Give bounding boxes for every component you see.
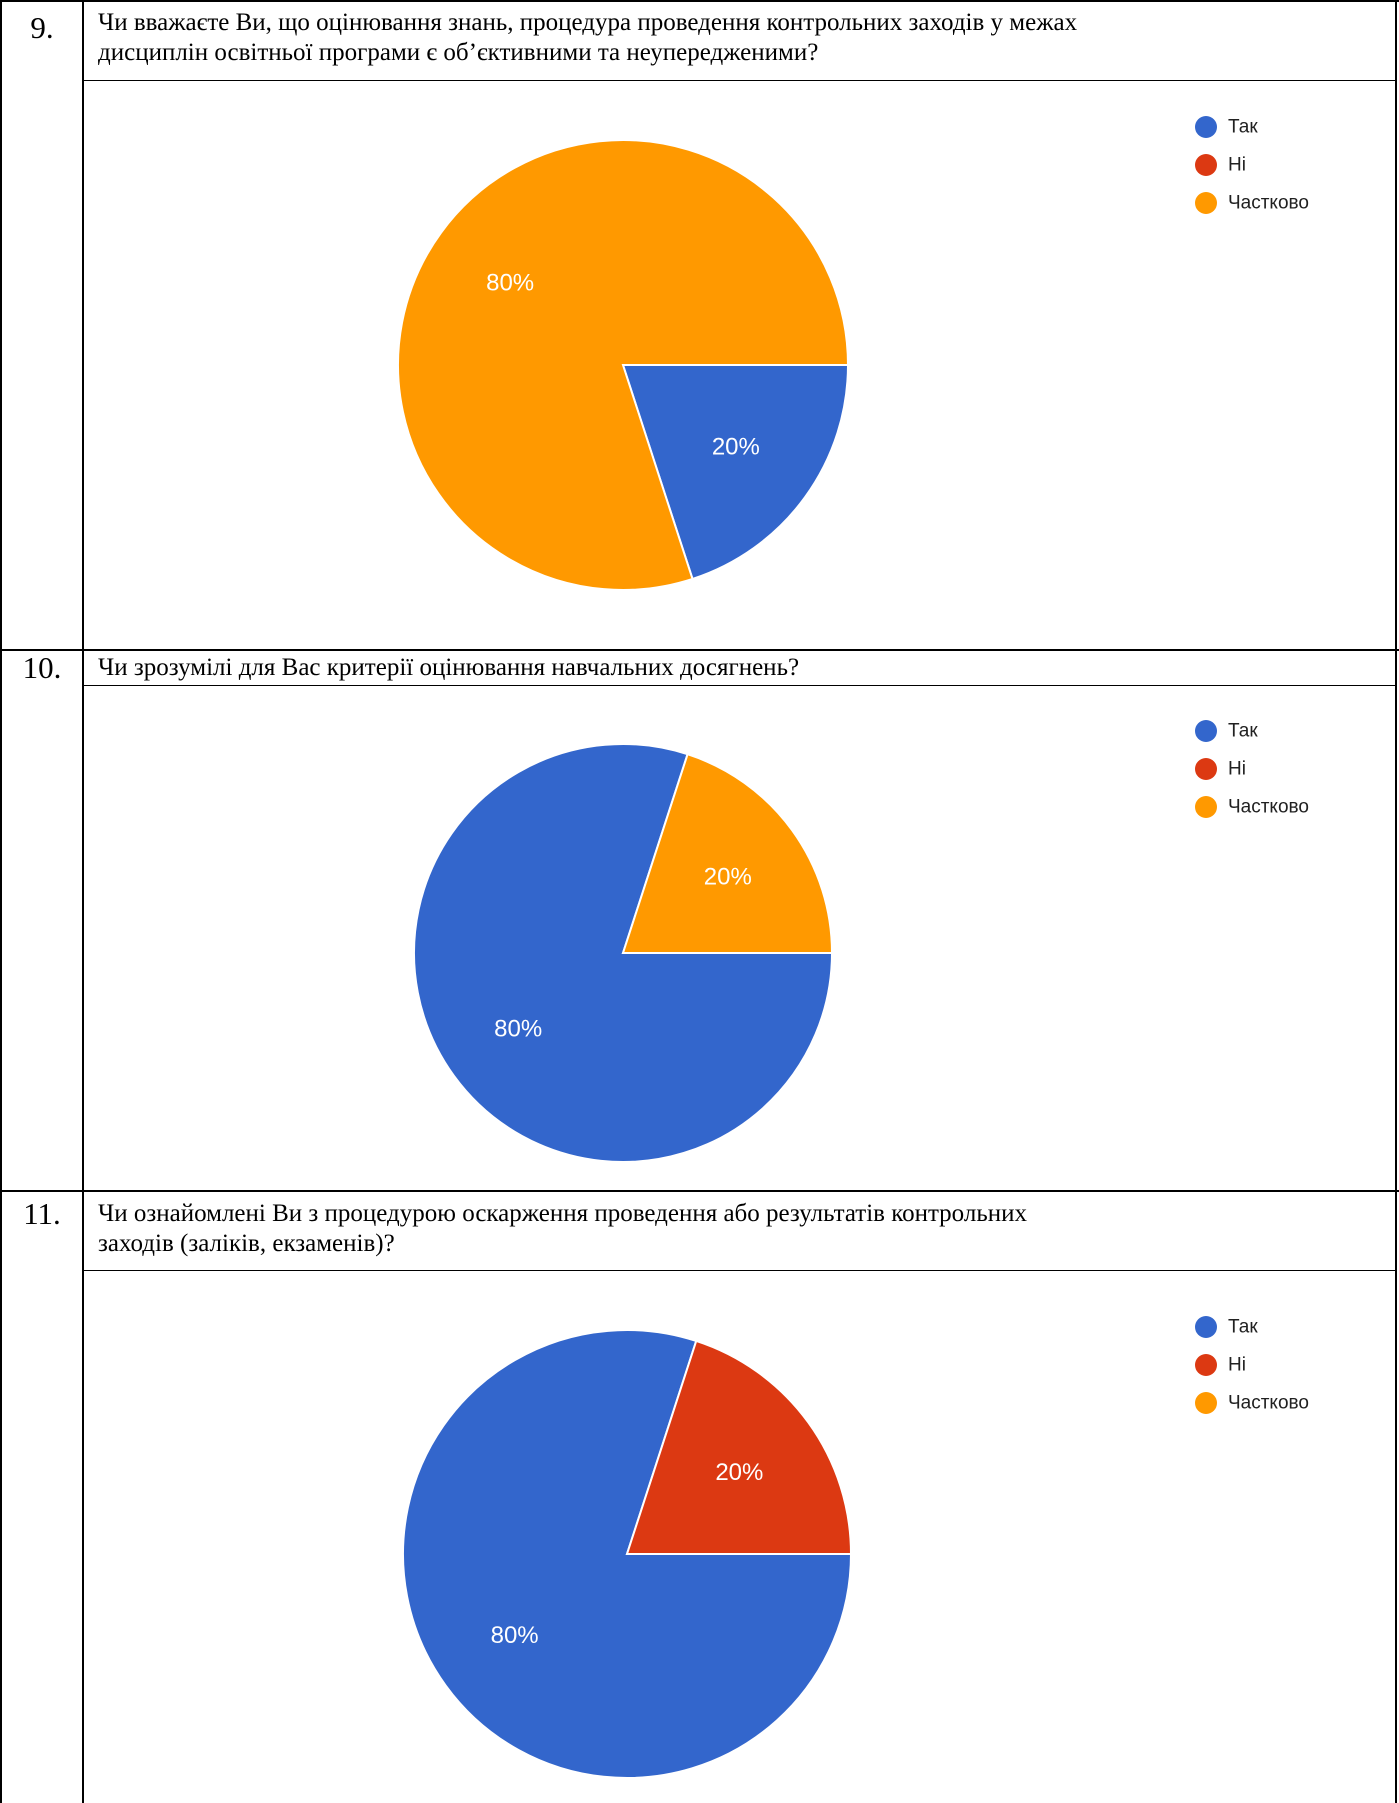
question-text-line: заходів (заліків, екзаменів)?	[98, 1230, 395, 1257]
table-divider-row-11	[0, 1190, 1399, 1192]
table-divider-row-10	[0, 649, 1399, 651]
legend-marker	[1195, 796, 1217, 818]
slice-percent-label: 20%	[704, 863, 752, 890]
question-text: Чи зрозумілі для Вас критерії оцінювання…	[98, 653, 1388, 683]
table-column-divider	[82, 0, 84, 1803]
legend-label: Так	[1228, 721, 1258, 742]
question-text-line: дисциплін освітньої програми є об’єктивн…	[98, 39, 819, 66]
legend-marker	[1195, 154, 1217, 176]
table-border-right	[1395, 0, 1397, 1803]
legend-marker	[1195, 116, 1217, 138]
legend-marker	[1195, 758, 1217, 780]
table-divider-q11-header	[84, 1270, 1397, 1271]
legend-marker	[1195, 1392, 1217, 1414]
pie-slice-3	[621, 752, 834, 954]
legend-marker	[1195, 1316, 1217, 1338]
legend-label: Частково	[1228, 1393, 1309, 1414]
table-divider-q10-header	[84, 685, 1397, 686]
question-text-line: Чи вважаєте Ви, що оцінювання знань, про…	[98, 9, 1078, 36]
pie-slice-3	[397, 139, 850, 591]
slice-percent-label: 80%	[486, 270, 534, 297]
slice-percent-label: 80%	[494, 1016, 542, 1043]
table-border-left	[0, 0, 2, 1803]
question-text-line: Чи ознайомлені Ви з процедурою оскарженн…	[98, 1200, 1027, 1227]
legend-label: Ні	[1228, 759, 1246, 780]
question-text-line: Чи зрозумілі для Вас критерії оцінювання…	[98, 654, 800, 681]
slice-percent-label: 20%	[715, 1459, 763, 1486]
legend-label: Так	[1228, 117, 1258, 138]
pie-slice-1	[621, 364, 850, 581]
question-number: 10.	[22, 650, 62, 685]
question-text: Чи ознайомлені Ви з процедурою оскарженн…	[98, 1199, 1388, 1259]
table-divider-q9-header	[84, 80, 1397, 81]
legend-label: Частково	[1228, 193, 1309, 214]
question-text: Чи вважаєте Ви, що оцінювання знань, про…	[98, 8, 1388, 68]
legend-label: Частково	[1228, 797, 1309, 818]
pie-slice-2	[625, 1339, 853, 1555]
question-number: 9.	[30, 10, 54, 45]
legend-label: Ні	[1228, 1355, 1246, 1376]
slice-percent-label: 20%	[712, 433, 760, 460]
legend-marker	[1195, 1354, 1217, 1376]
legend-label: Ні	[1228, 155, 1246, 176]
legend-label: Так	[1228, 1317, 1258, 1338]
legend-marker	[1195, 720, 1217, 742]
question-number: 11.	[23, 1196, 61, 1231]
legend-marker	[1195, 192, 1217, 214]
slice-percent-label: 80%	[491, 1622, 539, 1649]
table-border-top	[0, 0, 1399, 2]
